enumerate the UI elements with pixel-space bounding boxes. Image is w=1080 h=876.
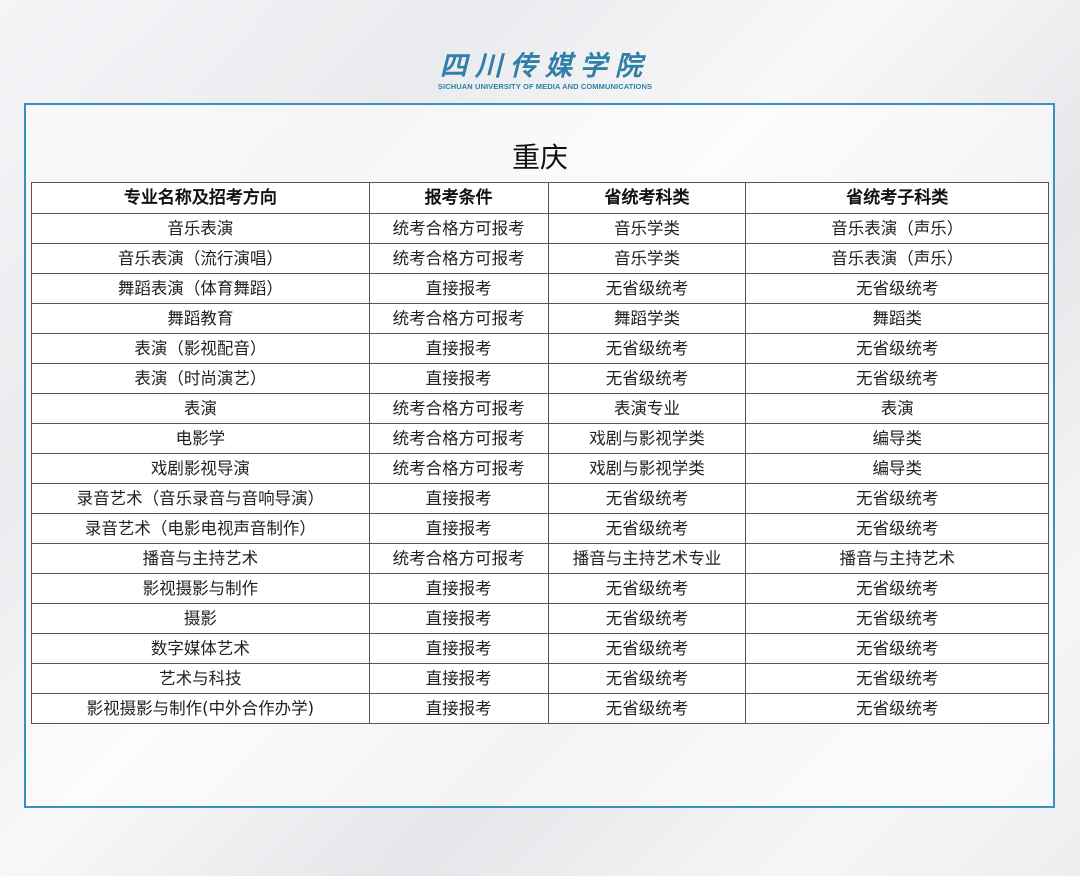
table-row: 表演 统考合格方可报考 表演专业 表演 — [31, 393, 1049, 424]
table-cell: 统考合格方可报考 — [368, 243, 549, 274]
table-cell: 无省级统考 — [547, 483, 747, 514]
table-cell: 无省级统考 — [745, 333, 1049, 364]
table-cell: 无省级统考 — [745, 363, 1049, 394]
table-cell: 电影学 — [31, 423, 370, 454]
table-cell: 戏剧与影视学类 — [547, 453, 747, 484]
table-cell: 统考合格方可报考 — [368, 453, 549, 484]
table-cell: 无省级统考 — [547, 603, 747, 634]
university-logo: 四川传媒学院 SICHUAN UNIVERSITY OF MEDIA AND C… — [420, 51, 670, 92]
table-cell: 直接报考 — [368, 603, 549, 634]
table-cell: 艺术与科技 — [31, 663, 370, 694]
table-row: 舞蹈教育 统考合格方可报考 舞蹈学类 舞蹈类 — [31, 303, 1049, 334]
table-cell: 直接报考 — [368, 663, 549, 694]
table-row: 音乐表演（流行演唱） 统考合格方可报考 音乐学类 音乐表演（声乐） — [31, 243, 1049, 274]
table-cell: 音乐表演（声乐） — [745, 243, 1049, 274]
table-row: 表演（时尚演艺） 直接报考 无省级统考 无省级统考 — [31, 363, 1049, 394]
page-title: 重庆 — [511, 141, 568, 174]
table-cell: 统考合格方可报考 — [368, 423, 549, 454]
table-cell: 舞蹈教育 — [31, 303, 370, 334]
column-header: 省统考科类 — [547, 182, 747, 214]
table-cell: 表演（影视配音） — [31, 333, 370, 364]
table-cell: 戏剧与影视学类 — [547, 423, 747, 454]
table-cell: 表演（时尚演艺） — [31, 363, 370, 394]
table-cell: 录音艺术（电影电视声音制作） — [31, 513, 370, 544]
table-header-row: 专业名称及招考方向 报考条件 省统考科类 省统考子科类 — [31, 182, 1049, 214]
table-row: 艺术与科技 直接报考 无省级统考 无省级统考 — [31, 663, 1049, 694]
table-cell: 表演 — [31, 393, 370, 424]
table-row: 电影学 统考合格方可报考 戏剧与影视学类 编导类 — [31, 423, 1049, 454]
majors-table: 专业名称及招考方向 报考条件 省统考科类 省统考子科类 音乐表演 统考合格方可报考 音乐学… — [31, 182, 1049, 724]
table-cell: 影视摄影与制作(中外合作办学) — [31, 693, 370, 724]
table-cell: 舞蹈学类 — [547, 303, 747, 334]
table-cell: 直接报考 — [368, 273, 549, 304]
table-row: 戏剧影视导演 统考合格方可报考 戏剧与影视学类 编导类 — [31, 453, 1049, 484]
table-cell: 播音与主持艺术 — [31, 543, 370, 574]
table-cell: 直接报考 — [368, 693, 549, 724]
table-row: 影视摄影与制作 直接报考 无省级统考 无省级统考 — [31, 573, 1049, 604]
table-cell: 无省级统考 — [745, 663, 1049, 694]
table-cell: 录音艺术（音乐录音与音响导演） — [31, 483, 370, 514]
table-row: 舞蹈表演（体育舞蹈） 直接报考 无省级统考 无省级统考 — [31, 273, 1049, 304]
table-cell: 音乐学类 — [547, 243, 747, 274]
table-cell: 统考合格方可报考 — [368, 213, 549, 244]
table-row: 播音与主持艺术 统考合格方可报考 播音与主持艺术专业 播音与主持艺术 — [31, 543, 1049, 574]
table-cell: 摄影 — [31, 603, 370, 634]
table-cell: 无省级统考 — [547, 333, 747, 364]
table-cell: 无省级统考 — [745, 513, 1049, 544]
table-cell: 戏剧影视导演 — [31, 453, 370, 484]
table-cell: 音乐学类 — [547, 213, 747, 244]
table-cell: 播音与主持艺术专业 — [547, 543, 747, 574]
table-cell: 直接报考 — [368, 333, 549, 364]
table-cell: 表演专业 — [547, 393, 747, 424]
table-row: 摄影 直接报考 无省级统考 无省级统考 — [31, 603, 1049, 634]
column-header: 省统考子科类 — [745, 182, 1049, 214]
table-cell: 直接报考 — [368, 363, 549, 394]
table-cell: 统考合格方可报考 — [368, 393, 549, 424]
table-cell: 影视摄影与制作 — [31, 573, 370, 604]
table-cell: 无省级统考 — [547, 693, 747, 724]
table-cell: 无省级统考 — [547, 633, 747, 664]
column-header: 专业名称及招考方向 — [31, 182, 370, 214]
table-cell: 直接报考 — [368, 483, 549, 514]
table-cell: 编导类 — [745, 423, 1049, 454]
table-cell: 无省级统考 — [547, 513, 747, 544]
table-cell: 直接报考 — [368, 513, 549, 544]
table-row: 数字媒体艺术 直接报考 无省级统考 无省级统考 — [31, 633, 1049, 664]
table-cell: 音乐表演（声乐） — [745, 213, 1049, 244]
logo-english-name: SICHUAN UNIVERSITY OF MEDIA AND COMMUNIC… — [437, 82, 653, 91]
table-cell: 直接报考 — [368, 633, 549, 664]
logo-chinese-name: 四川传媒学院 — [440, 51, 650, 82]
column-header: 报考条件 — [368, 182, 549, 214]
table-cell: 统考合格方可报考 — [368, 303, 549, 334]
table-cell: 无省级统考 — [745, 573, 1049, 604]
table-cell: 无省级统考 — [547, 573, 747, 604]
table-cell: 舞蹈表演（体育舞蹈） — [31, 273, 370, 304]
table-cell: 舞蹈类 — [745, 303, 1049, 334]
table-cell: 无省级统考 — [745, 633, 1049, 664]
table-cell: 直接报考 — [368, 573, 549, 604]
table-row: 录音艺术（电影电视声音制作） 直接报考 无省级统考 无省级统考 — [31, 513, 1049, 544]
table-cell: 数字媒体艺术 — [31, 633, 370, 664]
table-cell: 音乐表演 — [31, 213, 370, 244]
table-cell: 播音与主持艺术 — [745, 543, 1049, 574]
table-cell: 无省级统考 — [547, 273, 747, 304]
table-cell: 统考合格方可报考 — [368, 543, 549, 574]
table-cell: 音乐表演（流行演唱） — [31, 243, 370, 274]
table-cell: 表演 — [745, 393, 1049, 424]
table-cell: 无省级统考 — [745, 603, 1049, 634]
table-row: 音乐表演 统考合格方可报考 音乐学类 音乐表演（声乐） — [31, 213, 1049, 244]
table-cell: 无省级统考 — [745, 693, 1049, 724]
table-cell: 编导类 — [745, 453, 1049, 484]
table-row: 表演（影视配音） 直接报考 无省级统考 无省级统考 — [31, 333, 1049, 364]
table-row: 录音艺术（音乐录音与音响导演） 直接报考 无省级统考 无省级统考 — [31, 483, 1049, 514]
table-cell: 无省级统考 — [745, 273, 1049, 304]
table-cell: 无省级统考 — [745, 483, 1049, 514]
table-cell: 无省级统考 — [547, 363, 747, 394]
table-cell: 无省级统考 — [547, 663, 747, 694]
table-row: 影视摄影与制作(中外合作办学) 直接报考 无省级统考 无省级统考 — [31, 693, 1049, 724]
